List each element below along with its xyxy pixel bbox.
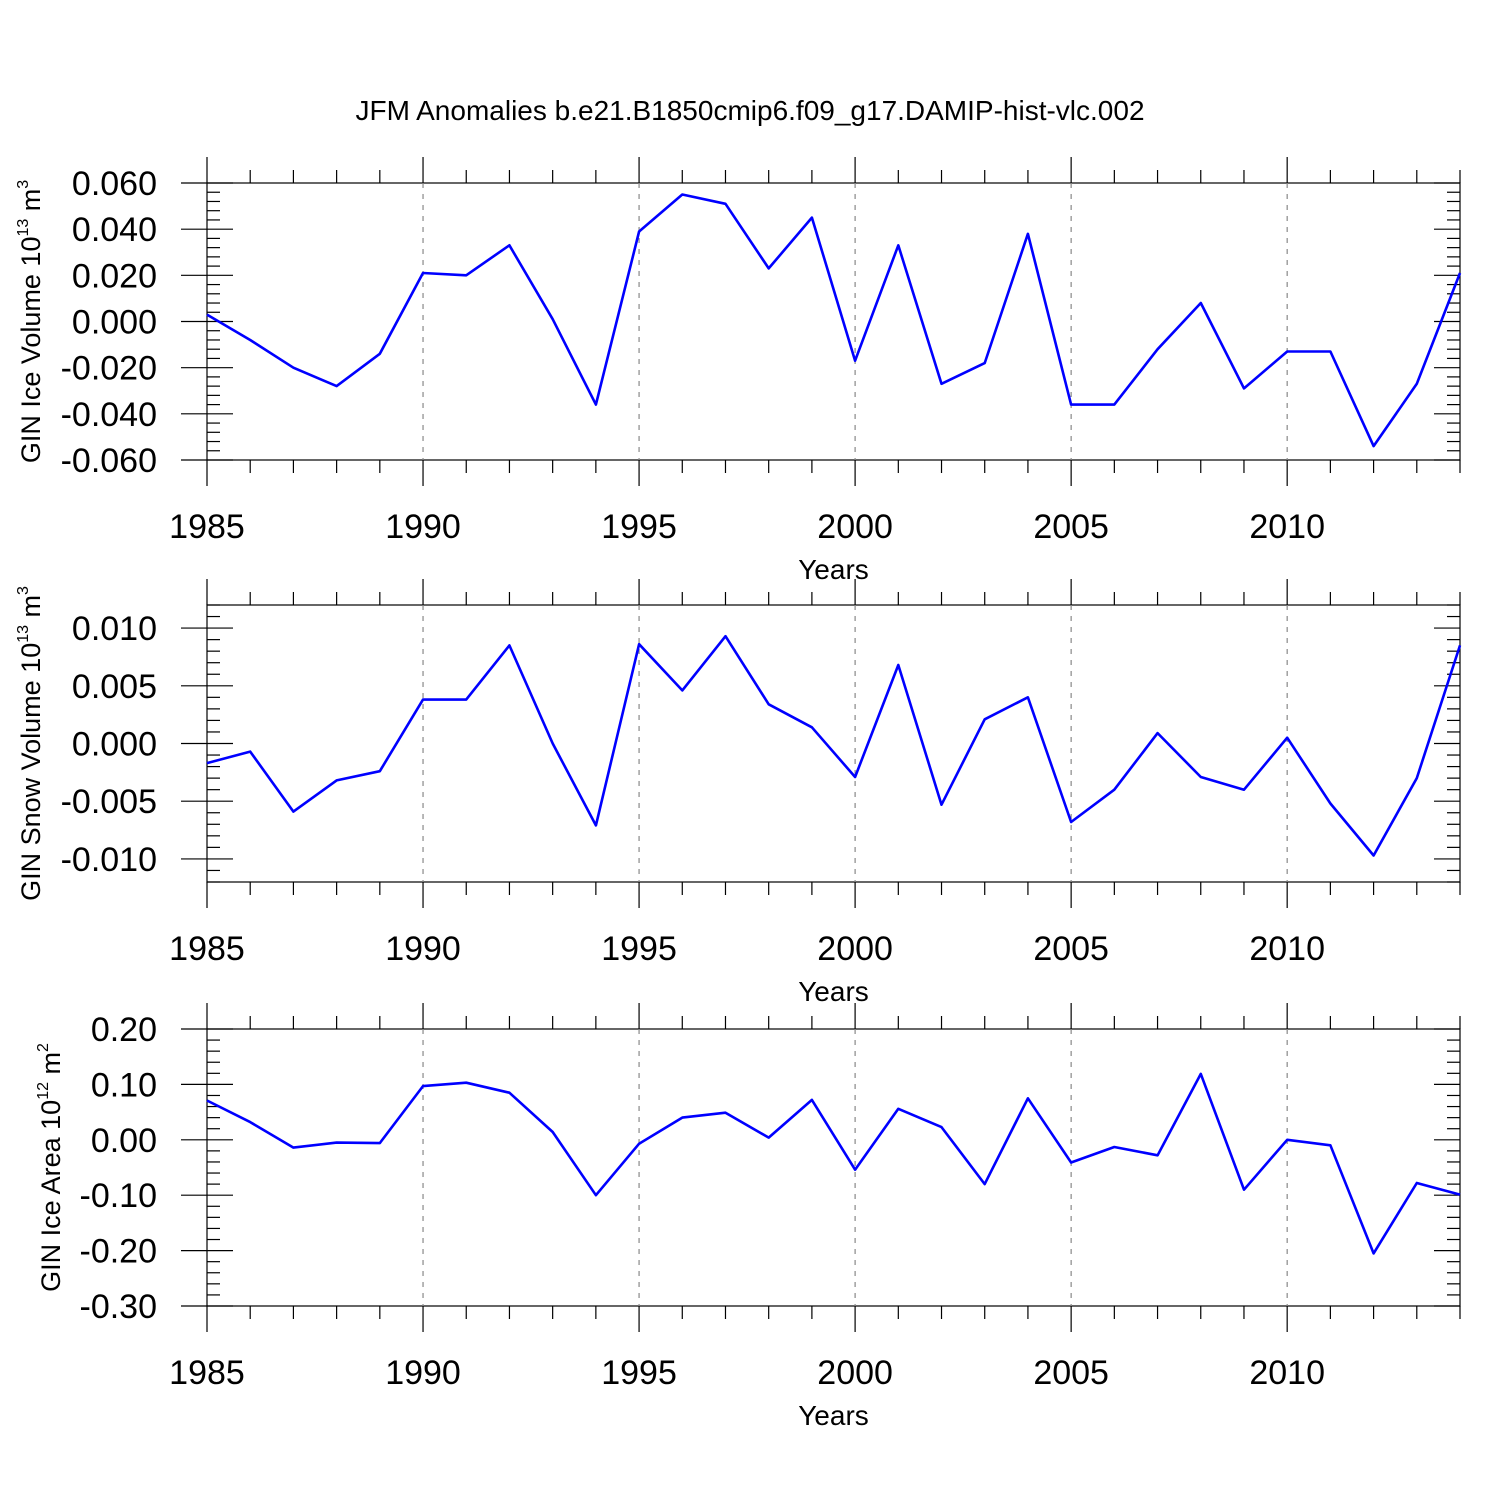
y-tick-label: 0.00 — [91, 1122, 157, 1160]
y-tick-label: 0.060 — [72, 165, 157, 203]
y-tick-label: -0.040 — [61, 396, 157, 434]
y-axis-label-unit: m — [16, 189, 46, 219]
x-tick-label: 2010 — [1249, 508, 1325, 546]
y-axis-label-exponent: 13 — [15, 625, 32, 643]
x-tick-label: 2005 — [1033, 508, 1109, 546]
y-tick-label: 0.020 — [72, 257, 157, 295]
y-axis-label-unit-exponent: 3 — [15, 586, 32, 595]
x-tick-label: 1995 — [601, 508, 677, 546]
y-tick-label: 0.000 — [72, 304, 157, 342]
plot-frame — [206, 182, 1461, 461]
plot-frame — [206, 604, 1461, 883]
y-axis-label-unit-exponent: 2 — [35, 1043, 52, 1052]
x-tick-label: 2005 — [1033, 1354, 1109, 1392]
y-axis-label-text: GIN Snow Volume 10 — [16, 643, 46, 901]
x-tick-label: 1995 — [601, 930, 677, 968]
y-axis-label: GIN Ice Area 1012 m2 — [35, 1043, 66, 1292]
y-axis-label: GIN Snow Volume 1013 m3 — [15, 586, 46, 901]
chart-title: JFM Anomalies b.e21.B1850cmip6.f09_g17.D… — [355, 95, 1144, 126]
y-tick-label: -0.010 — [61, 841, 157, 879]
x-axis-label: Years — [798, 976, 869, 1007]
x-tick-label: 2010 — [1249, 1354, 1325, 1392]
y-axis-label-unit: m — [36, 1052, 66, 1082]
y-axis-label-exponent: 13 — [15, 219, 32, 237]
y-tick-label: -0.10 — [80, 1177, 158, 1215]
y-axis-label-unit-exponent: 3 — [15, 180, 32, 189]
series-line — [206, 193, 1462, 448]
x-tick-label: 1985 — [169, 930, 245, 968]
x-tick-label: 1990 — [385, 930, 461, 968]
x-tick-label: 2010 — [1249, 930, 1325, 968]
series-line — [206, 634, 1462, 857]
y-tick-label: 0.040 — [72, 211, 157, 249]
x-tick-label: 1985 — [169, 1354, 245, 1392]
y-tick-label: 0.005 — [72, 668, 157, 706]
x-tick-label: 2000 — [817, 1354, 893, 1392]
y-tick-label: 0.20 — [91, 1011, 157, 1049]
y-tick-label: -0.20 — [80, 1233, 158, 1271]
series-line — [206, 1072, 1461, 1255]
panel-ice-volume: -0.060 -0.040 -0.020 0.000 0.020 0.040 0.060 19… — [15, 157, 1462, 585]
x-axis-label: Years — [798, 1400, 869, 1431]
x-tick-label: 1990 — [385, 508, 461, 546]
x-tick-label: 1995 — [601, 1354, 677, 1392]
x-tick-label: 2000 — [817, 930, 893, 968]
panel-snow-volume: -0.010 -0.005 0.000 0.005 0.010 1985 1990 1995 2… — [15, 579, 1462, 1007]
y-tick-label: -0.005 — [61, 783, 157, 821]
x-tick-label: 1990 — [385, 1354, 461, 1392]
y-tick-label: 0.010 — [72, 610, 157, 648]
y-tick-label: 0.10 — [91, 1066, 157, 1104]
x-tick-label: 1985 — [169, 508, 245, 546]
y-axis-label-exponent: 12 — [35, 1082, 52, 1100]
panel-ice-area: -0.30 -0.20 -0.10 0.00 0.10 0.20 1985 1990 1995 2… — [35, 1003, 1461, 1431]
y-tick-label: -0.060 — [61, 442, 157, 480]
x-tick-label: 2000 — [817, 508, 893, 546]
y-axis-label-text: GIN Ice Area 10 — [36, 1100, 66, 1292]
y-axis-label-unit: m — [16, 595, 46, 625]
y-tick-label: -0.30 — [80, 1288, 158, 1326]
x-axis-label: Years — [798, 554, 869, 585]
y-axis-label: GIN Ice Volume 1013 m3 — [15, 180, 46, 463]
y-axis-label-text: GIN Ice Volume 10 — [16, 237, 46, 464]
y-tick-label: -0.020 — [61, 350, 157, 388]
y-tick-label: 0.000 — [72, 726, 157, 764]
x-tick-label: 2005 — [1033, 930, 1109, 968]
plot-frame — [206, 1028, 1461, 1307]
